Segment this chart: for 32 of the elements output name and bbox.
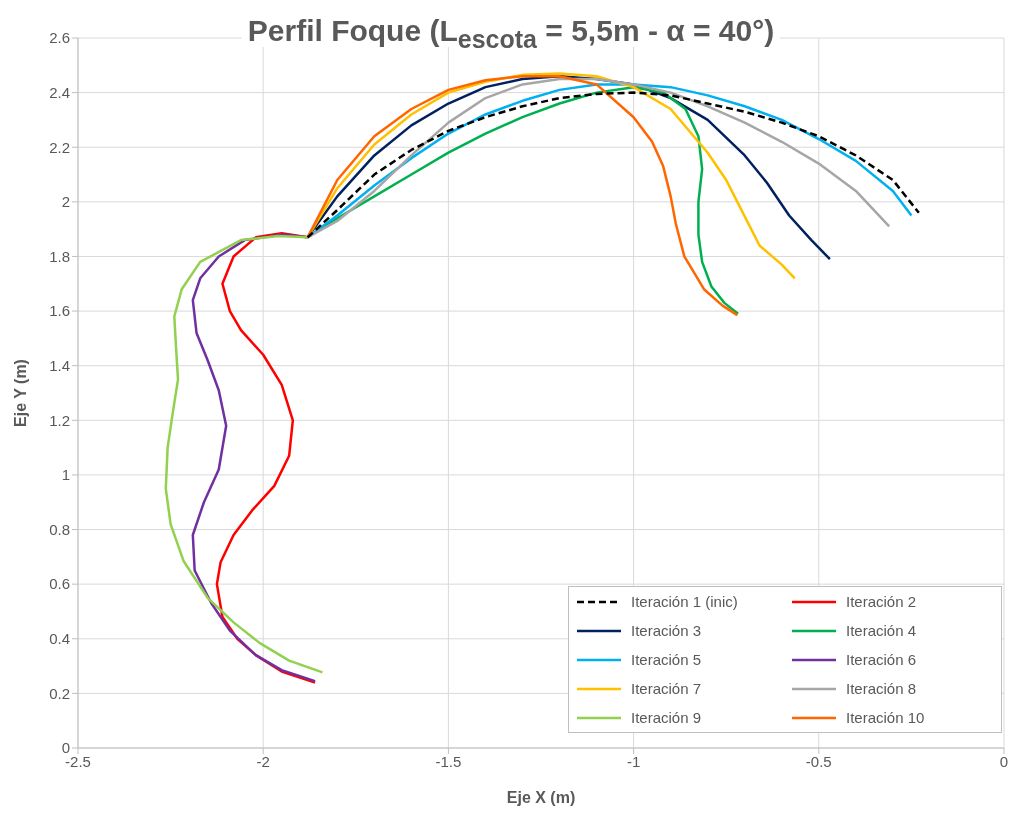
y-tick-label: 0.6 bbox=[49, 575, 70, 593]
legend-label: Iteración 5 bbox=[631, 651, 702, 668]
legend-label: Iteración 4 bbox=[846, 622, 917, 639]
legend-label: Iteración 9 bbox=[631, 709, 702, 726]
legend-label: Iteración 7 bbox=[631, 680, 702, 697]
x-tick-label: -2 bbox=[256, 752, 270, 770]
y-tick-label: 1 bbox=[61, 466, 70, 484]
y-tick-label: 0.2 bbox=[49, 684, 70, 702]
legend-label: Iteración 10 bbox=[846, 709, 925, 726]
y-tick-label: 2.4 bbox=[49, 83, 70, 101]
x-tick-label: -1.5 bbox=[435, 752, 462, 770]
y-tick-label: 1.2 bbox=[49, 411, 70, 429]
x-axis-title: Eje X (m) bbox=[506, 789, 576, 806]
legend-label: Iteración 1 (inic) bbox=[631, 593, 738, 610]
legend-label: Iteración 8 bbox=[846, 680, 917, 697]
legend-label: Iteración 6 bbox=[846, 651, 917, 668]
y-tick-label: 2.2 bbox=[49, 138, 70, 156]
chart-title: Perfil Foque (L$_{escota}$ = 5,5m - α = 40°) bbox=[246, 14, 776, 53]
y-axis-title: Eje Y (m) bbox=[11, 359, 29, 427]
x-tick-label: 0 bbox=[999, 752, 1009, 770]
y-tick-label: 1.6 bbox=[49, 302, 70, 320]
legend-label: Iteración 3 bbox=[631, 622, 702, 639]
legend-label: Iteración 2 bbox=[846, 593, 917, 610]
line-series bbox=[164, 234, 324, 674]
y-tick-label: 2 bbox=[61, 193, 70, 211]
y-tick-label: 0.8 bbox=[49, 520, 70, 538]
y-tick-label: 1.8 bbox=[49, 247, 70, 265]
x-tick-label: -1 bbox=[626, 752, 641, 770]
y-tick-label: 0.4 bbox=[49, 630, 70, 648]
y-tick-label: 1.4 bbox=[49, 357, 70, 375]
y-tick-label: 2.6 bbox=[49, 29, 70, 47]
x-tick-label: -0.5 bbox=[805, 752, 832, 770]
